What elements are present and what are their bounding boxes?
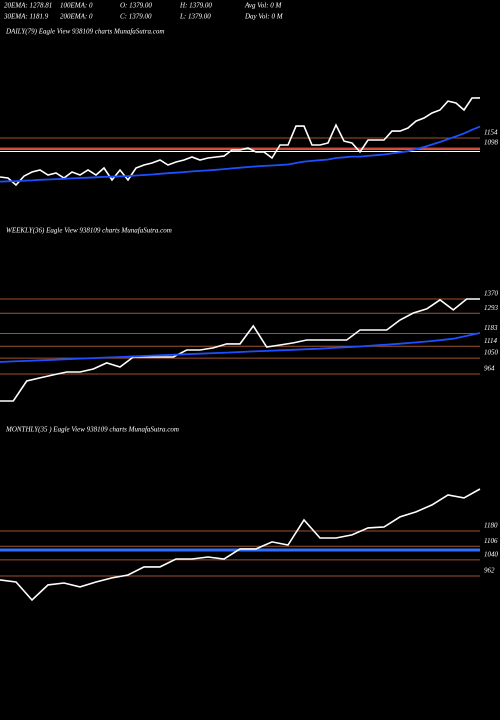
panel-title: WEEKLY(36) Eagle View 938109 charts Muna… (6, 227, 172, 235)
header-stat: 20EMA: 1278.81 (4, 2, 52, 10)
price-line (0, 332, 481, 363)
header-stat: L: 1379.00 (179, 13, 211, 21)
header-stat: H: 1379.00 (179, 2, 212, 10)
header-stat: 200EMA: 0 (60, 13, 93, 21)
level-label: 962 (484, 567, 495, 575)
header-stat: Day Vol: 0 M (244, 13, 284, 21)
header-stat: C: 1379.00 (120, 13, 152, 21)
level-label: 1106 (484, 537, 498, 545)
price-line (0, 298, 480, 402)
level-label: 964 (484, 365, 495, 373)
header-stat: Avg Vol: 0 M (244, 2, 283, 10)
level-label: 1183 (484, 324, 498, 332)
header-stat: 30EMA: 1181.9 (3, 13, 49, 21)
level-label: 1114 (484, 337, 497, 345)
panel-title: MONTHLY(35 ) Eagle View 938109 charts Mu… (5, 426, 179, 434)
level-label: 1293 (484, 304, 499, 312)
panel-title: DAILY(79) Eagle View 938109 charts Munaf… (5, 28, 164, 36)
price-line (0, 97, 481, 187)
level-label: 1050 (484, 349, 499, 357)
level-label: 1098 (484, 139, 499, 147)
header-stat: 100EMA: 0 (60, 2, 93, 10)
level-label: 1180 (484, 522, 498, 530)
price-line (0, 125, 481, 183)
price-line (0, 488, 481, 602)
level-label: 1370 (484, 290, 499, 298)
level-label: 1154 (484, 129, 498, 137)
header-stat: O: 1379.00 (120, 2, 152, 10)
level-label: 1040 (484, 550, 499, 558)
